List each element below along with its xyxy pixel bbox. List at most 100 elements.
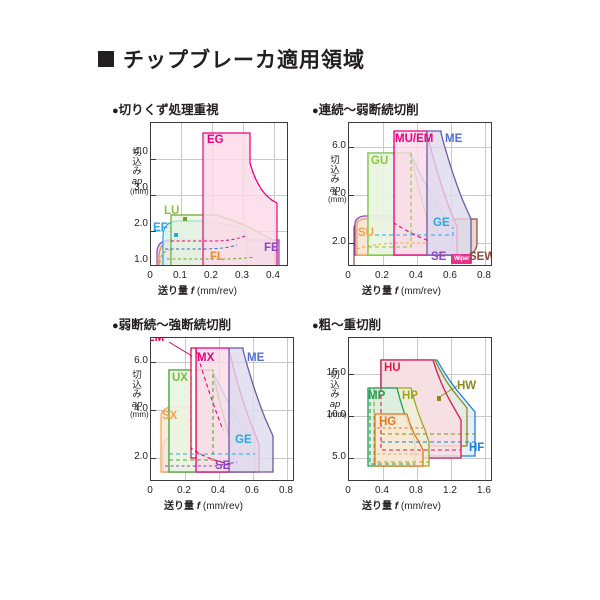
bullet-icon: ●: [312, 320, 319, 332]
y-tick-label: 2.0: [134, 451, 148, 462]
bullet-icon: ●: [312, 105, 319, 117]
x-tick-label: 0.4: [409, 270, 423, 281]
y-tick: [151, 458, 156, 460]
region-label-LU: LU: [164, 205, 180, 217]
plot-area: HU MP HP HG HW HF: [348, 337, 492, 481]
y-tick-label: 2.0: [134, 218, 148, 229]
dash-inner-orange: [159, 248, 174, 264]
x-tick-label: 0.2: [375, 270, 389, 281]
region-label-SE: SE: [431, 251, 447, 263]
region-EM: [190, 347, 197, 459]
dash-MU: [393, 131, 430, 242]
region-label-MP: MP: [368, 390, 386, 402]
y-tick-label: 4.0: [332, 188, 346, 199]
chart-interrupted: 切込み ap (mm) 2.0 4.0 6.0: [110, 333, 300, 512]
dash-inner-green: [167, 256, 256, 260]
x-tick-label: 0: [147, 270, 153, 281]
x-tick-label: 0.2: [177, 485, 191, 496]
region-label-ME: ME: [445, 133, 463, 145]
region-label-EM: EM: [151, 337, 165, 344]
x-axis-title: 送り量 f (mm/rev): [362, 286, 441, 297]
x-tick-label: 0.6: [245, 485, 259, 496]
chart-subtitle-chip-control: ●切りくず処理重視: [112, 99, 219, 118]
y-axis-title: 切込み ap (mm): [130, 370, 149, 419]
x-tick-label: 0: [345, 270, 351, 281]
y-tick: [151, 410, 156, 412]
x-tick-label: 0.2: [204, 270, 218, 281]
leader-EM: [168, 341, 193, 357]
subtitle-text: 連続～弱断続切削: [318, 103, 419, 117]
region-label-SX: SX: [162, 410, 178, 422]
x-axis-title: 送り量 f (mm/rev): [164, 501, 243, 512]
gridline-v: [274, 123, 275, 265]
region-label-MX: MX: [197, 352, 215, 364]
region-label-SU: SU: [358, 227, 374, 239]
y-tick-label: 3.0: [134, 182, 148, 193]
y-tick-label: 6.0: [134, 355, 148, 366]
chart-chip-control: 切込み ap (mm) 1.0 2.0 3.0 4.0: [110, 118, 295, 297]
dash-UX: [169, 370, 214, 461]
y-tick: [151, 231, 156, 233]
chart-subtitle-interrupted: ●弱断続～強断続切削: [112, 314, 231, 333]
x-tick-label: 0.8: [279, 485, 293, 496]
region-label-GE: GE: [235, 434, 252, 446]
dash-SU: [356, 242, 427, 250]
region-label-HP: HP: [402, 390, 418, 402]
y-tick: [349, 458, 354, 460]
region-label-GU: GU: [371, 155, 389, 167]
y-tick: [349, 147, 354, 149]
marker-LU: [183, 217, 187, 221]
chart-subtitle-continuous: ●連続～弱断続切削: [312, 99, 419, 118]
region-HG: [374, 413, 424, 467]
region-label-HU: HU: [384, 362, 401, 374]
bullet-icon: ●: [112, 105, 119, 117]
region-overlay: [353, 130, 478, 265]
x-tick-label: 0: [147, 485, 153, 496]
y-tick-label: 4.0: [134, 146, 148, 157]
subtitle-text: 弱断続～強断続切削: [118, 318, 232, 332]
gridline-v: [485, 338, 486, 480]
dash-HU: [380, 360, 461, 451]
chart-rough: 切込み ap (mm) 5.0 10.0 15.0: [310, 333, 505, 512]
subtitle-text: 粗～重切削: [318, 318, 382, 332]
region-label-FL: FL: [210, 251, 225, 263]
region-label-MU-EM: MU/EM: [395, 133, 434, 145]
y-tick-label: 10.0: [326, 409, 346, 420]
region-overlay: [160, 341, 274, 473]
dash-inner-blue: [165, 244, 238, 250]
region-ME: [228, 347, 274, 473]
page-title: チップブレーカ適用領域: [98, 44, 365, 74]
x-axis-title: 送り量 f (mm/rev): [158, 286, 237, 297]
region-label-EF: EF: [153, 222, 168, 234]
region-label-SE: SE: [215, 460, 231, 472]
gridline-v: [181, 123, 182, 265]
y-axis-title: 切込み ap (mm): [328, 155, 347, 204]
region-label-UX: UX: [172, 372, 188, 384]
x-tick-label: 0.4: [266, 270, 280, 281]
page-title-text: チップブレーカ適用領域: [123, 49, 365, 72]
region-label-EG: EG: [207, 134, 224, 146]
marker-HW: [437, 396, 441, 401]
gridline-v: [485, 123, 486, 265]
x-tick-label: 0.8: [409, 485, 423, 496]
region-label-FE: FE: [264, 242, 279, 254]
y-tick-label: 5.0: [332, 451, 346, 462]
dash-inner-pink: [171, 234, 248, 242]
y-tick: [349, 416, 354, 418]
region-label-HG: HG: [379, 416, 397, 428]
region-label-HW: HW: [457, 380, 477, 392]
region-label-HF: HF: [469, 442, 485, 454]
y-axis-title: 切込み ap (mm): [130, 147, 149, 196]
region-overlay: [156, 132, 280, 265]
y-tick: [151, 362, 156, 364]
plot-area: EG LU EF FL FE: [150, 122, 288, 266]
dash-EG: [203, 132, 278, 204]
x-tick-label: 1.2: [443, 485, 457, 496]
region-ME: [426, 130, 472, 256]
marker-EF: [174, 233, 178, 237]
bullet-icon: ●: [112, 320, 119, 332]
dash-HP: [373, 388, 429, 463]
y-tick-label: 15.0: [326, 367, 346, 378]
plot-area: MU/EM ME GU GE SU SE Wiper SEW: [348, 122, 492, 266]
